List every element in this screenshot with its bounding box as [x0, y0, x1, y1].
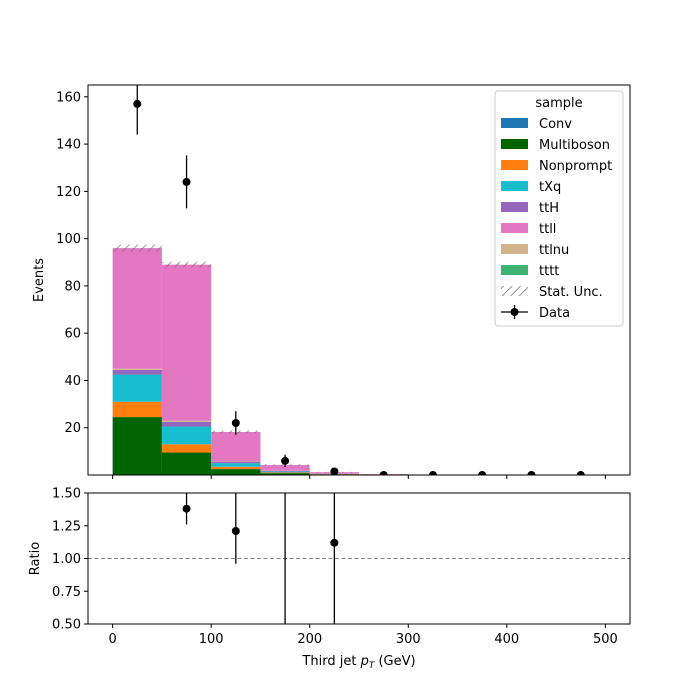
legend-label-txq: tXq [539, 180, 561, 195]
y-tick-label-160: 160 [56, 90, 81, 105]
bar-multiboson-bin-1 [161, 452, 212, 475]
bar-txq-bin-3 [260, 471, 310, 473]
ratio-content [88, 493, 630, 624]
ratio-y-tick-label-3: 1.25 [52, 519, 81, 534]
legend-label-multiboson: Multiboson [539, 138, 610, 153]
bar-nonprompt-bin-0 [112, 401, 162, 418]
bar-txq-bin-0 [112, 374, 162, 402]
legend-label-ttlnu: ttlnu [539, 243, 569, 258]
stat-unc-band-bin-0 [112, 244, 162, 252]
ratio-panel: 0.50 0.75 1.00 1.25 1.50 0 100 200 300 400 500 Rati… [28, 487, 631, 647]
legend-swatch-tttt [501, 265, 528, 275]
legend-label-tttt: tttt [539, 264, 559, 279]
y-tick-label-100: 100 [56, 232, 81, 247]
legend-label-stat-unc: Stat. Unc. [539, 285, 603, 300]
y-tick-label-60: 60 [64, 327, 81, 342]
legend-swatch-stat-unc [501, 286, 528, 296]
y-tick-label-80: 80 [64, 279, 81, 294]
y-tick-label-20: 20 [64, 421, 81, 436]
legend-swatch-txq [501, 181, 528, 191]
legend-label-data: Data [539, 306, 570, 321]
legend-swatch-ttlnu [501, 244, 528, 254]
ratio-y-axis-label: Ratio [28, 542, 43, 575]
x-tick-label-0: 0 [108, 632, 116, 647]
data-point-1 [182, 177, 191, 186]
main-y-axis-label: Events [32, 258, 47, 302]
data-point-5 [379, 471, 388, 475]
y-tick-label-40: 40 [64, 374, 81, 389]
x-axis-label: Third jet pT (GeV) [301, 654, 415, 671]
legend-label-ttll: ttll [539, 222, 556, 237]
legend-swatch-multiboson [501, 139, 528, 149]
legend-swatch-conv [501, 118, 528, 128]
data-point-9 [576, 471, 585, 475]
ratio-y-tick-label-0: 0.50 [52, 618, 81, 633]
bar-ttll-bin-3 [260, 465, 310, 471]
legend-swatch-ttll [501, 223, 528, 233]
data-points [133, 85, 585, 475]
bar-txq-bin-1 [161, 426, 212, 445]
ratio-point-0 [182, 504, 191, 513]
bar-tth-bin-2 [211, 462, 261, 464]
bar-nonprompt-bin-2 [211, 466, 261, 470]
ratio-point-1 [231, 526, 240, 535]
bar-multiboson-bin-0 [112, 417, 162, 475]
data-point-0 [133, 99, 142, 108]
bar-tth-bin-1 [161, 421, 212, 427]
x-tick-label-300: 300 [396, 632, 421, 647]
bar-ttlnu-bin-0 [112, 368, 162, 370]
legend-title: sample [535, 96, 582, 111]
bar-ttll-bin-2 [211, 431, 261, 462]
x-tick-label-500: 500 [593, 632, 618, 647]
bar-multiboson-bin-3 [260, 473, 310, 475]
legend-data-marker [510, 308, 519, 316]
x-tick-label-400: 400 [494, 632, 519, 647]
bar-ttll-bin-0 [112, 248, 162, 369]
ratio-y-tick-label-4: 1.50 [52, 487, 81, 502]
stack-bars [112, 244, 507, 475]
legend-swatch-nonprompt [501, 160, 528, 170]
data-point-8 [527, 471, 536, 475]
bar-multiboson-bin-2 [211, 469, 261, 475]
data-point-4 [330, 467, 339, 475]
ratio-point-3 [330, 538, 339, 547]
bar-ttll-bin-1 [161, 264, 212, 421]
bar-nonprompt-bin-1 [161, 444, 212, 453]
data-point-7 [478, 471, 487, 475]
legend-swatch-tth [501, 202, 528, 212]
y-tick-label-140: 140 [56, 138, 81, 153]
legend-label-tth: ttH [539, 201, 559, 216]
bar-tth-bin-0 [112, 369, 162, 375]
x-tick-label-100: 100 [199, 632, 224, 647]
ratio-y-tick-label-2: 1.00 [52, 552, 81, 567]
stat-unc-band-bin-1 [161, 261, 212, 268]
bar-nonprompt-bin-3 [260, 472, 310, 474]
ratio-y-tick-label-1: 0.75 [52, 585, 81, 600]
data-point-2 [231, 419, 240, 427]
legend: sample Conv Multiboson Nonprompt tXq ttH ttll t… [494, 90, 624, 327]
main-panel: 20 40 60 80 100 120 140 160 Events [32, 84, 631, 479]
legend-label-nonprompt: Nonprompt [539, 159, 612, 174]
bar-ttlnu-bin-1 [161, 420, 212, 422]
main-axes-frame [87, 84, 631, 476]
x-tick-label-200: 200 [297, 632, 322, 647]
y-tick-label-120: 120 [56, 185, 81, 200]
data-point-6 [428, 471, 437, 475]
bar-txq-bin-2 [211, 463, 261, 467]
data-point-3 [281, 456, 290, 465]
legend-label-conv: Conv [539, 117, 572, 132]
